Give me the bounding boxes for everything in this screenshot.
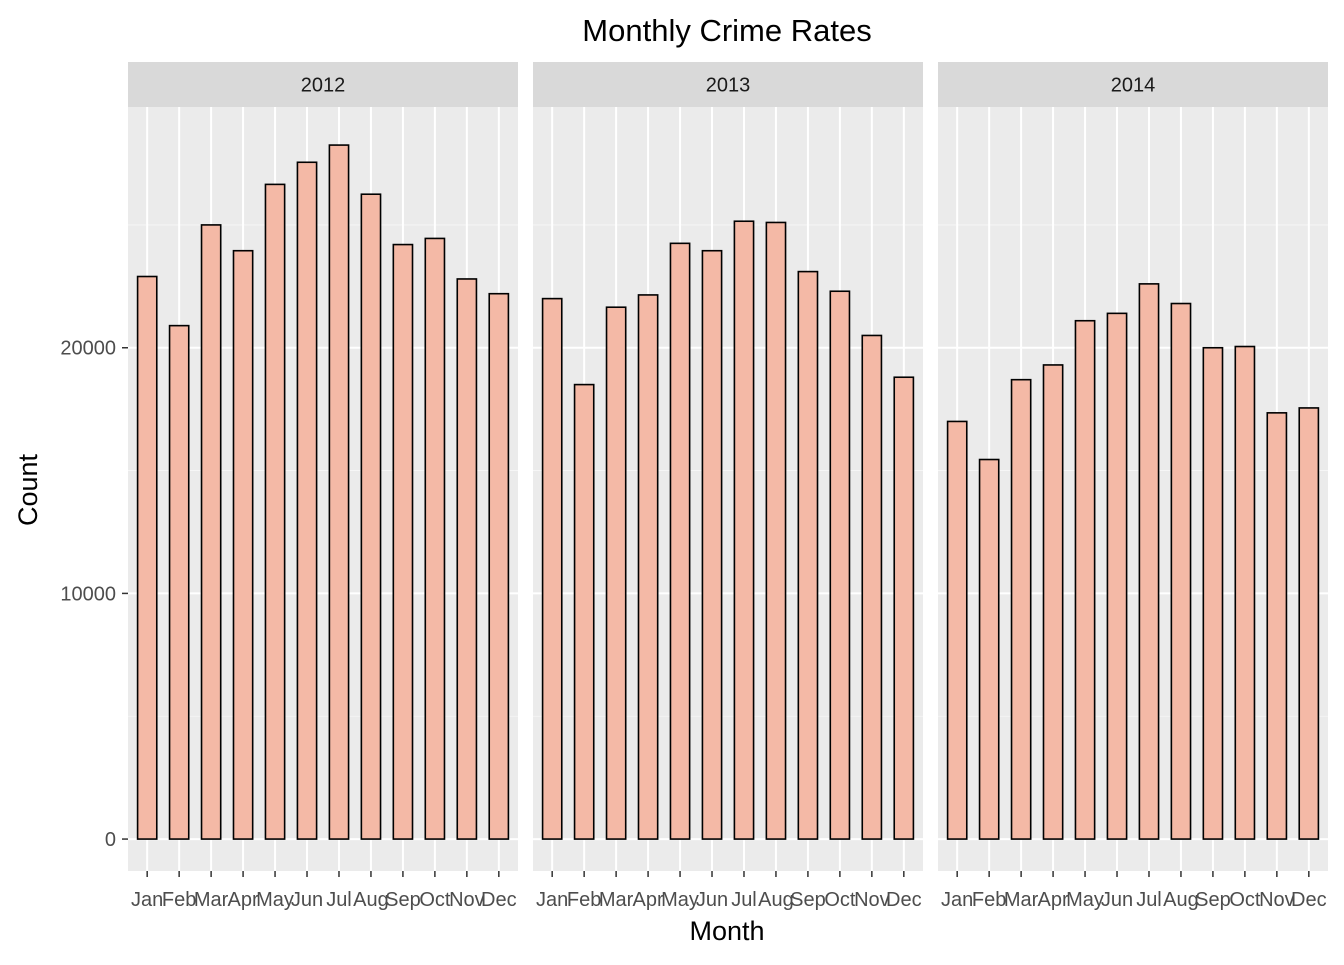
x-tick-label: Aug (1163, 889, 1199, 911)
bar-2013-Jan (541, 297, 563, 840)
bar-2012-May (264, 183, 286, 840)
x-tick-label: Jul (1136, 889, 1162, 911)
bar-2014-Jul (1138, 283, 1160, 840)
x-tick-label: Dec (886, 889, 922, 911)
x-tick-label: Sep (790, 889, 826, 911)
facet-strip-label: 2013 (706, 75, 751, 97)
bar-2012-Oct (424, 237, 446, 840)
facet-strip-label: 2014 (1111, 75, 1156, 97)
bar-2013-Aug (765, 221, 787, 840)
x-tick-label: Aug (758, 889, 794, 911)
bar-2014-May (1074, 319, 1096, 840)
bar-2013-May (669, 242, 691, 840)
bar-2013-Dec (893, 376, 915, 840)
y-tick-label: 10000 (60, 583, 116, 605)
panel-background (128, 107, 518, 871)
x-tick-label: Oct (824, 889, 856, 911)
bar-2013-Jun (701, 249, 723, 840)
bar-2013-Nov (861, 334, 883, 840)
bar-2014-Apr (1042, 364, 1064, 840)
bar-2014-Oct (1234, 345, 1256, 840)
bar-2014-Sep (1202, 346, 1224, 840)
x-tick-label: Oct (419, 889, 451, 911)
x-tick-label: Sep (385, 889, 421, 911)
x-tick-label: Jun (696, 889, 728, 911)
facet-strip (938, 62, 1328, 107)
x-tick-label: Nov (449, 889, 485, 911)
x-tick-label: Jan (941, 889, 973, 911)
x-tick-label: Feb (162, 889, 196, 911)
x-tick-label: Nov (854, 889, 890, 911)
bar-2014-Jan (946, 420, 968, 840)
x-tick-label: Apr (633, 889, 664, 911)
x-tick-label: May (661, 889, 699, 911)
bar-2013-Oct (829, 290, 851, 840)
bar-2014-Mar (1010, 378, 1032, 840)
x-tick-label: Mar (1004, 889, 1039, 911)
x-tick-label: Aug (353, 889, 389, 911)
x-tick-label: May (1066, 889, 1104, 911)
bar-2012-Aug (360, 193, 382, 840)
x-tick-label: Nov (1259, 889, 1295, 911)
bar-2012-Sep (392, 243, 414, 840)
bar-2012-Dec (488, 292, 510, 840)
bar-2014-Nov (1266, 412, 1288, 840)
x-axis-title: Month (689, 916, 764, 946)
bar-2012-Feb (168, 324, 190, 840)
bar-2012-Apr (232, 249, 254, 840)
bar-2012-Nov (456, 278, 478, 840)
bar-2013-Feb (573, 383, 595, 840)
facet-strip-label: 2012 (301, 75, 346, 97)
bar-2013-Jul (733, 220, 755, 840)
bar-2014-Aug (1170, 302, 1192, 840)
x-tick-label: Jun (291, 889, 323, 911)
x-tick-label: Mar (194, 889, 229, 911)
x-tick-label: Dec (1291, 889, 1327, 911)
bar-2012-Jul (328, 144, 350, 840)
x-tick-label: Jul (731, 889, 757, 911)
x-tick-label: Apr (1038, 889, 1069, 911)
x-tick-label: Oct (1229, 889, 1261, 911)
x-tick-label: Apr (228, 889, 259, 911)
facet-strip (533, 62, 923, 107)
y-tick-label: 0 (105, 829, 116, 851)
bar-2014-Dec (1298, 407, 1320, 840)
x-tick-label: Dec (481, 889, 517, 911)
y-tick-label: 20000 (60, 338, 116, 360)
panel-background (533, 107, 923, 871)
bar-2014-Feb (978, 458, 1000, 840)
x-tick-label: Jan (536, 889, 568, 911)
x-tick-label: Sep (1195, 889, 1231, 911)
bar-2014-Jun (1106, 312, 1128, 840)
bar-2013-Mar (605, 306, 627, 840)
x-tick-label: Jan (131, 889, 163, 911)
y-axis-title: Count (13, 453, 43, 526)
x-tick-label: May (256, 889, 294, 911)
x-tick-label: Feb (972, 889, 1006, 911)
chart-title: Monthly Crime Rates (582, 13, 871, 48)
bar-2013-Apr (637, 294, 659, 840)
x-tick-label: Mar (599, 889, 634, 911)
x-tick-label: Jun (1101, 889, 1133, 911)
bar-2012-Jan (136, 275, 158, 840)
x-tick-label: Feb (567, 889, 601, 911)
panel-background (938, 107, 1328, 871)
bar-2012-Jun (296, 161, 318, 840)
x-tick-label: Jul (326, 889, 352, 911)
bar-2012-Mar (200, 224, 222, 840)
bar-2013-Sep (797, 270, 819, 840)
facet-strip (128, 62, 518, 107)
